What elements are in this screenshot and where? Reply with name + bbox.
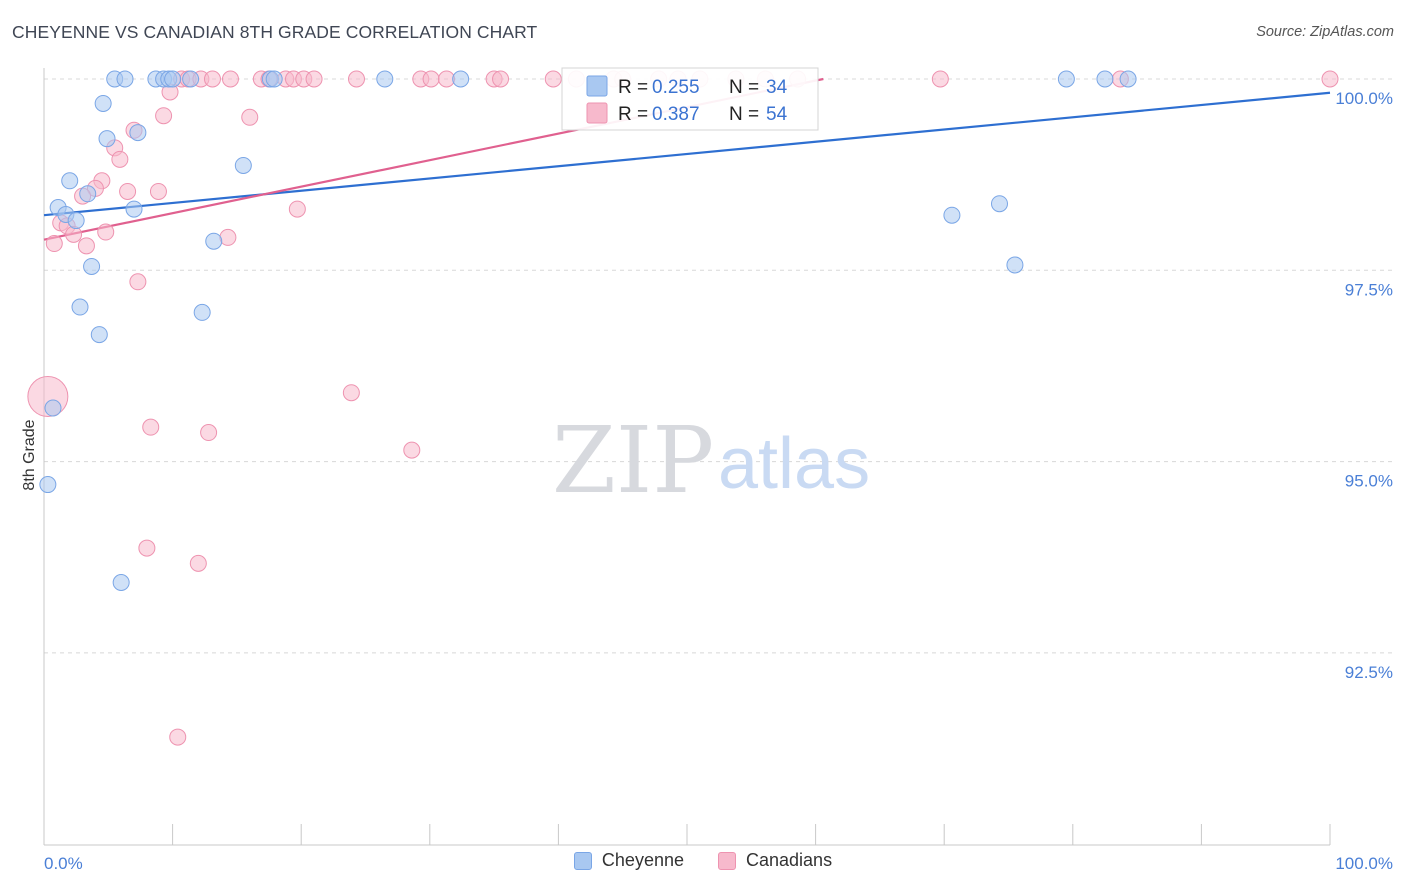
legend-n-label: N = <box>729 77 759 98</box>
canadians-point <box>200 424 218 442</box>
canadians-point <box>138 539 156 557</box>
cheyenne-point <box>83 257 101 275</box>
cheyenne-point <box>98 130 116 148</box>
canadians-point <box>219 228 237 246</box>
canadians-point <box>931 70 949 88</box>
cheyenne-point <box>265 70 283 88</box>
cheyenne-point <box>44 399 62 417</box>
canadians-point <box>221 70 239 88</box>
cheyenne-point <box>39 476 57 494</box>
legend-r-label: R = <box>618 104 648 125</box>
canadians-point <box>347 70 365 88</box>
canadians-swatch-icon <box>586 102 608 124</box>
cheyenne-point <box>61 172 79 190</box>
series-legend: Cheyenne Canadians <box>0 850 1406 871</box>
cheyenne-point <box>990 195 1008 213</box>
canadians-point <box>203 70 221 88</box>
watermark-atlas: atlas <box>718 424 870 504</box>
canadians-point <box>288 200 306 218</box>
canadians-point <box>241 108 259 126</box>
cheyenne-point <box>125 200 143 218</box>
cheyenne-point <box>164 70 182 88</box>
data-points <box>27 70 1339 746</box>
cheyenne-point <box>90 326 108 344</box>
cheyenne-point <box>452 70 470 88</box>
canadians-point <box>77 237 95 255</box>
legend-n-label: N = <box>729 104 759 125</box>
legend-n-value: 34 <box>766 77 788 98</box>
canadians-point <box>65 225 83 243</box>
canadians-point <box>189 554 207 572</box>
cheyenne-point <box>112 574 130 592</box>
legend-r-label: R = <box>618 77 648 98</box>
cheyenne-point <box>943 206 961 224</box>
source-label: Source: ZipAtlas.com <box>1256 24 1394 40</box>
canadians-legend-icon <box>718 851 736 870</box>
canadians-point <box>1321 70 1339 88</box>
cheyenne-point <box>71 298 89 316</box>
watermark: ZIP atlas <box>552 407 870 514</box>
cheyenne-point <box>79 185 97 203</box>
cheyenne-point <box>193 303 211 321</box>
canadians-point <box>119 182 137 200</box>
legend-n-value: 54 <box>766 104 788 125</box>
cheyenne-point <box>129 124 147 142</box>
y-axis-ticks: 100.0% 97.5% 95.0% 92.5% <box>1335 89 1393 682</box>
canadians-point <box>129 273 147 291</box>
canadians-point <box>149 182 167 200</box>
canadians-point <box>342 384 360 402</box>
legend-r-value: 0.255 <box>652 77 700 98</box>
stats-legend: R = 0.255 N = 34 R = 0.387 N = 54 <box>561 67 819 131</box>
y-tick-label: 95.0% <box>1345 472 1393 491</box>
cheyenne-point <box>182 70 200 88</box>
cheyenne-legend-icon <box>573 851 592 870</box>
legend-label-canadians: Canadians <box>746 850 833 870</box>
canadians-point <box>492 70 510 88</box>
cheyenne-point <box>1057 70 1075 88</box>
canadians-point <box>142 418 160 436</box>
canadians-point <box>111 150 129 168</box>
cheyenne-point <box>67 212 85 230</box>
legend-item-canadians: Canadians <box>718 850 832 871</box>
canadians-point <box>403 441 421 459</box>
chart-title: CHEYENNE VS CANADIAN 8TH GRADE CORRELATI… <box>12 22 538 42</box>
x-tick-label: 0.0% <box>44 854 83 873</box>
canadians-point <box>155 107 173 125</box>
x-axis-ticks: 0.0% 100.0% <box>44 854 1393 873</box>
cheyenne-point <box>1096 70 1114 88</box>
cheyenne-swatch-icon <box>586 75 608 97</box>
cheyenne-point <box>1006 256 1024 274</box>
cheyenne-point <box>1119 70 1137 88</box>
canadians-point <box>45 235 63 253</box>
canadians-point <box>97 223 115 241</box>
y-tick-label: 97.5% <box>1345 280 1393 299</box>
legend-label-cheyenne: Cheyenne <box>601 850 684 870</box>
legend-r-value: 0.387 <box>652 104 700 125</box>
x-tick-label: 100.0% <box>1335 854 1393 873</box>
y-axis-label: 8th Grade <box>21 419 38 490</box>
canadians-point <box>422 70 440 88</box>
cheyenne-point <box>234 156 252 174</box>
axes <box>43 68 1331 846</box>
canadians-point <box>438 70 456 88</box>
canadians-point <box>544 70 562 88</box>
canadians-point <box>305 70 323 88</box>
legend-item-cheyenne: Cheyenne <box>573 850 684 871</box>
cheyenne-point <box>376 70 394 88</box>
y-tick-label: 92.5% <box>1345 663 1393 682</box>
cheyenne-point <box>94 94 112 112</box>
y-tick-label: 100.0% <box>1335 89 1393 108</box>
cheyenne-point <box>116 70 134 88</box>
watermark-zip: ZIP <box>552 407 714 514</box>
cheyenne-point <box>205 232 223 250</box>
canadians-point <box>169 728 187 746</box>
